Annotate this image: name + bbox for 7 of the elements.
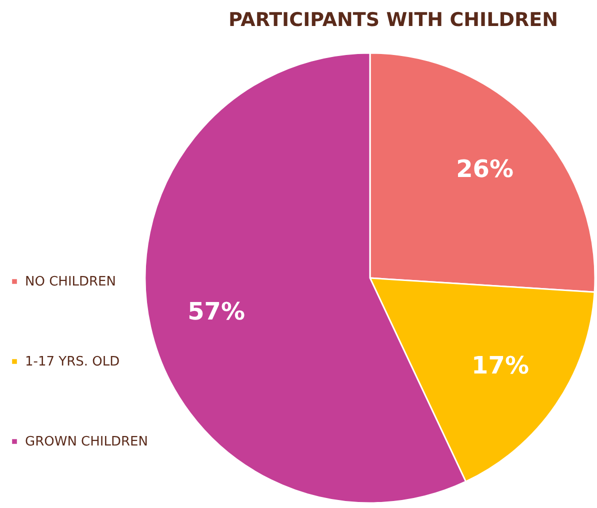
legend-label: GROWN CHILDREN [25,434,148,450]
data-label: 57% [188,297,246,326]
data-label: 17% [472,352,529,380]
chart-title: PARTICIPANTS WITH CHILDREN [228,9,558,31]
legend-label: 1-17 YRS. OLD [25,354,120,370]
data-label: 26% [456,155,514,184]
legend-label: NO CHILDREN [25,274,116,290]
